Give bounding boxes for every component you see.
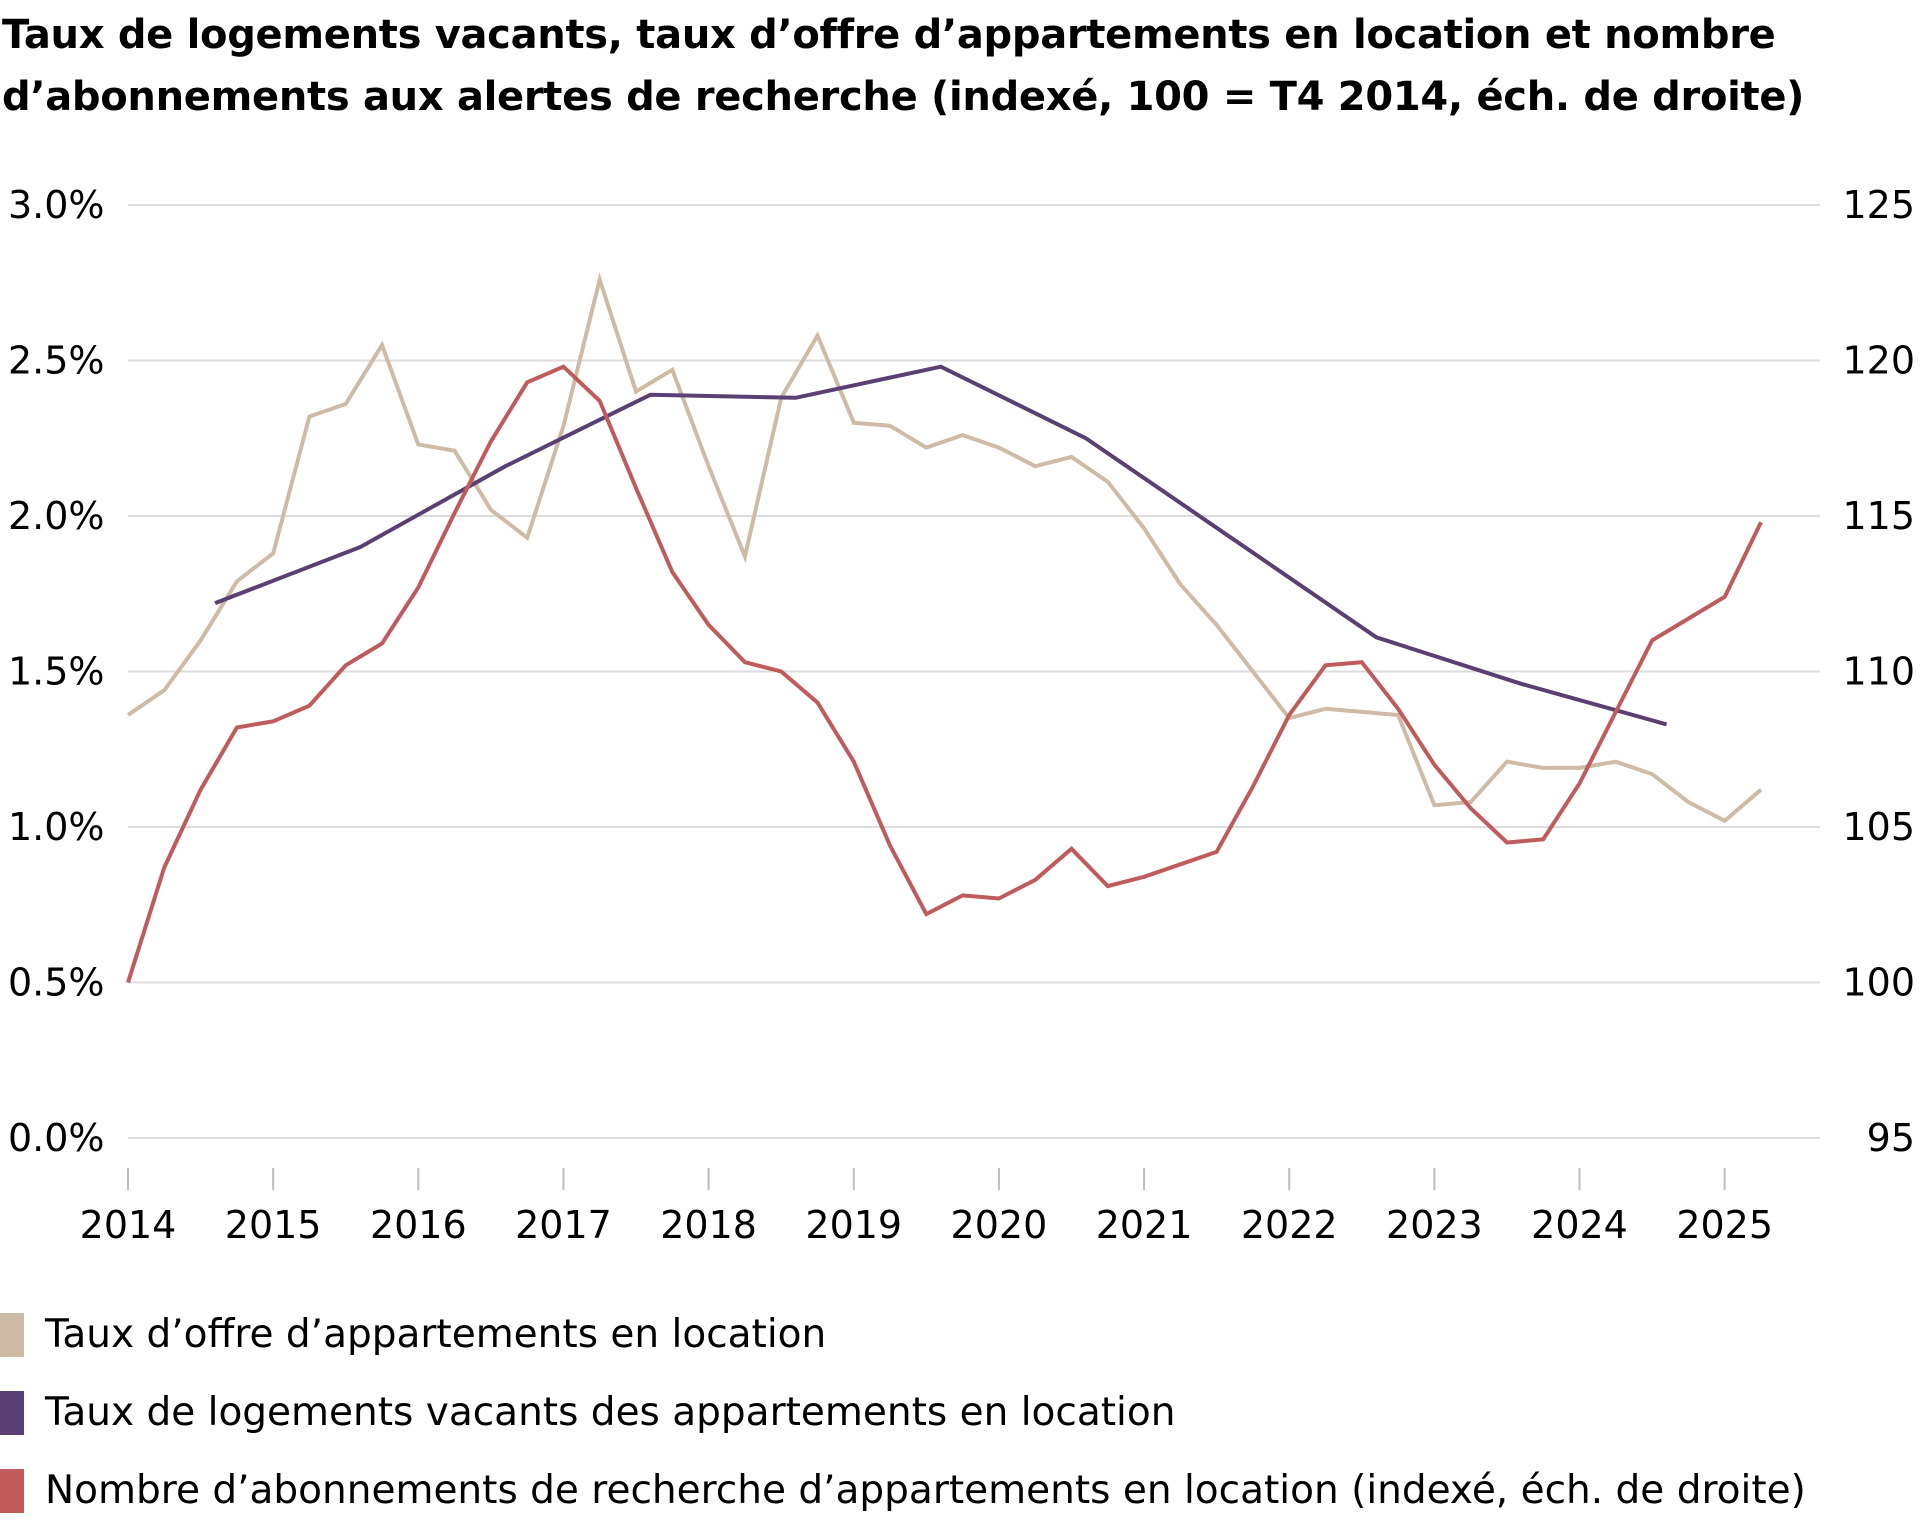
- x-tick-label: 2014: [80, 1203, 177, 1247]
- y-left-tick-label: 3.0%: [8, 183, 105, 227]
- chart-title: Taux de logements vacants, taux d’offre …: [2, 12, 1805, 120]
- legend-item-2: Taux de logements vacants des appartemen…: [0, 1378, 1920, 1456]
- y-right-tick-label: 100: [1842, 961, 1915, 1005]
- legend-swatch: [0, 1313, 24, 1357]
- legend-item-1: Taux d’offre d’appartements en location: [0, 1300, 1920, 1378]
- legend: Taux d’offre d’appartements en location T…: [0, 1300, 1920, 1534]
- x-tick-label: 2019: [805, 1203, 902, 1247]
- x-tick-label: 2022: [1241, 1203, 1338, 1247]
- legend-label: Taux d’offre d’appartements en location: [45, 1312, 827, 1357]
- legend-item-3: Nombre d’abonnements de recherche d’appa…: [0, 1456, 1920, 1534]
- legend-swatch: [0, 1391, 24, 1435]
- series-line-2: [214, 364, 1668, 727]
- series-line-3: [126, 364, 1763, 984]
- series-lines: [126, 272, 1763, 984]
- x-tick-label: 2024: [1531, 1203, 1628, 1247]
- y-axis-right: 95 100 105 110 115 120 125: [1842, 183, 1915, 1160]
- series-line-1: [126, 272, 1763, 824]
- x-tick-label: 2021: [1096, 1203, 1193, 1247]
- y-left-tick-label: 2.5%: [8, 339, 105, 383]
- y-left-tick-label: 2.0%: [8, 494, 105, 538]
- y-right-tick-label: 110: [1842, 650, 1915, 694]
- y-left-tick-label: 1.5%: [8, 650, 105, 694]
- line-chart: 2014 2015 2016 2017 2018 2019 2020 2021 2022 2023…: [8, 183, 1915, 1247]
- y-right-tick-label: 115: [1842, 494, 1915, 538]
- y-left-tick-label: 0.0%: [8, 1116, 105, 1160]
- y-right-tick-label: 120: [1842, 339, 1915, 383]
- y-right-tick-label: 125: [1842, 183, 1915, 227]
- x-tick-label: 2016: [370, 1203, 467, 1247]
- x-tick-label: 2018: [660, 1203, 757, 1247]
- y-axis-left: 0.0% 0.5% 1.0% 1.5% 2.0% 2.5% 3.0%: [8, 183, 105, 1160]
- x-tick-label: 2020: [951, 1203, 1048, 1247]
- x-tick-label: 2015: [225, 1203, 322, 1247]
- x-axis: 2014 2015 2016 2017 2018 2019 2020 2021 2022 2023…: [80, 1168, 1773, 1247]
- legend-label: Nombre d’abonnements de recherche d’appa…: [45, 1468, 1806, 1513]
- x-tick-label: 2025: [1676, 1203, 1773, 1247]
- y-right-tick-label: 105: [1842, 805, 1915, 849]
- x-tick-label: 2023: [1386, 1203, 1483, 1247]
- legend-label: Taux de logements vacants des appartemen…: [45, 1390, 1176, 1435]
- legend-swatch: [0, 1469, 24, 1513]
- x-tick-label: 2017: [515, 1203, 612, 1247]
- y-left-tick-label: 0.5%: [8, 961, 105, 1005]
- gridlines: [128, 204, 1820, 1139]
- y-right-tick-label: 95: [1867, 1116, 1915, 1160]
- y-left-tick-label: 1.0%: [8, 805, 105, 849]
